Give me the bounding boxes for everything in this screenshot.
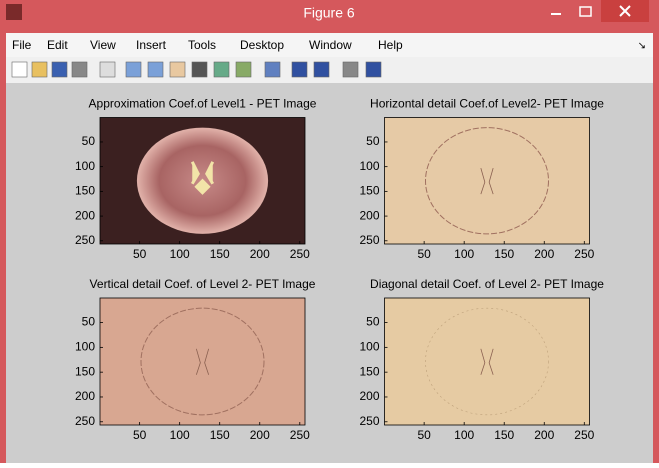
y-tick-label: 150: [359, 364, 379, 378]
x-tick-label: 150: [210, 428, 230, 442]
tool-button[interactable]: [366, 62, 381, 77]
tool-button[interactable]: [12, 62, 27, 77]
y-tick-label: 200: [359, 208, 379, 222]
tool-button[interactable]: [32, 62, 47, 77]
y-tick-label: 150: [359, 184, 379, 198]
tool-button[interactable]: [100, 62, 115, 77]
y-tick-label: 200: [75, 389, 95, 403]
maximize-button[interactable]: [572, 0, 599, 26]
x-tick-label: 50: [133, 247, 147, 261]
tool-button[interactable]: [236, 62, 251, 77]
y-tick-label: 50: [366, 134, 380, 148]
y-tick-label: 150: [75, 364, 95, 378]
y-tick-label: 50: [82, 134, 96, 148]
x-tick-label: 50: [133, 428, 147, 442]
x-tick-label: 200: [250, 428, 270, 442]
y-tick-label: 50: [366, 315, 380, 329]
y-tick-label: 50: [82, 315, 96, 329]
tool-button[interactable]: [343, 62, 358, 77]
x-tick-label: 150: [210, 247, 230, 261]
x-tick-label: 100: [170, 428, 190, 442]
x-tick-label: 250: [574, 428, 594, 442]
menu-item[interactable]: File: [12, 38, 32, 52]
menu-item[interactable]: Tools: [188, 38, 216, 52]
image: [385, 298, 590, 425]
x-tick-label: 100: [170, 247, 190, 261]
plot-title: Vertical detail Coef. of Level 2- PET Im…: [90, 277, 316, 291]
tool-button[interactable]: [72, 62, 87, 77]
image: [385, 118, 590, 245]
x-tick-label: 200: [250, 247, 270, 261]
tool-button[interactable]: [292, 62, 307, 77]
y-tick-label: 100: [75, 340, 95, 354]
tool-button[interactable]: [265, 62, 280, 77]
tool-button[interactable]: [170, 62, 185, 77]
image: [100, 298, 305, 425]
menu-item[interactable]: Edit: [47, 38, 68, 52]
y-tick-label: 250: [75, 414, 95, 428]
x-tick-label: 200: [534, 428, 554, 442]
x-tick-label: 150: [494, 247, 514, 261]
menu-item[interactable]: Window: [309, 38, 352, 52]
tool-button[interactable]: [214, 62, 229, 77]
x-tick-label: 50: [417, 428, 431, 442]
tool-button[interactable]: [126, 62, 141, 77]
tool-button[interactable]: [314, 62, 329, 77]
menu-item[interactable]: Desktop: [240, 38, 284, 52]
tool-button[interactable]: [52, 62, 67, 77]
y-tick-label: 150: [75, 184, 95, 198]
svg-text:↘: ↘: [638, 41, 646, 52]
plot-title: Horizontal detail Coef.of Level2- PET Im…: [370, 97, 604, 111]
x-tick-label: 150: [494, 428, 514, 442]
y-tick-label: 200: [359, 389, 379, 403]
y-tick-label: 250: [75, 233, 95, 247]
y-tick-label: 250: [359, 233, 379, 247]
x-tick-label: 250: [290, 428, 310, 442]
tool-button[interactable]: [192, 62, 207, 77]
x-tick-label: 250: [290, 247, 310, 261]
x-tick-label: 50: [417, 247, 431, 261]
tool-button[interactable]: [148, 62, 163, 77]
y-tick-label: 250: [359, 414, 379, 428]
y-tick-label: 100: [359, 340, 379, 354]
plot-title: Approximation Coef.of Level1 - PET Image: [89, 97, 317, 111]
y-tick-label: 200: [75, 208, 95, 222]
x-tick-label: 250: [574, 247, 594, 261]
menu-item[interactable]: Help: [378, 38, 403, 52]
menu-item[interactable]: View: [90, 38, 116, 52]
figure-window: Figure 6 File Edit View Insert Tools Desktop W…: [0, 0, 659, 463]
plot-title: Diagonal detail Coef. of Level 2- PET Im…: [370, 277, 604, 291]
window-title: Figure 6: [303, 5, 355, 21]
menu-item[interactable]: Insert: [136, 38, 167, 52]
y-tick-label: 100: [75, 159, 95, 173]
x-tick-label: 100: [454, 247, 474, 261]
app-icon: [6, 4, 22, 20]
x-tick-label: 200: [534, 247, 554, 261]
x-tick-label: 100: [454, 428, 474, 442]
y-tick-label: 100: [359, 159, 379, 173]
